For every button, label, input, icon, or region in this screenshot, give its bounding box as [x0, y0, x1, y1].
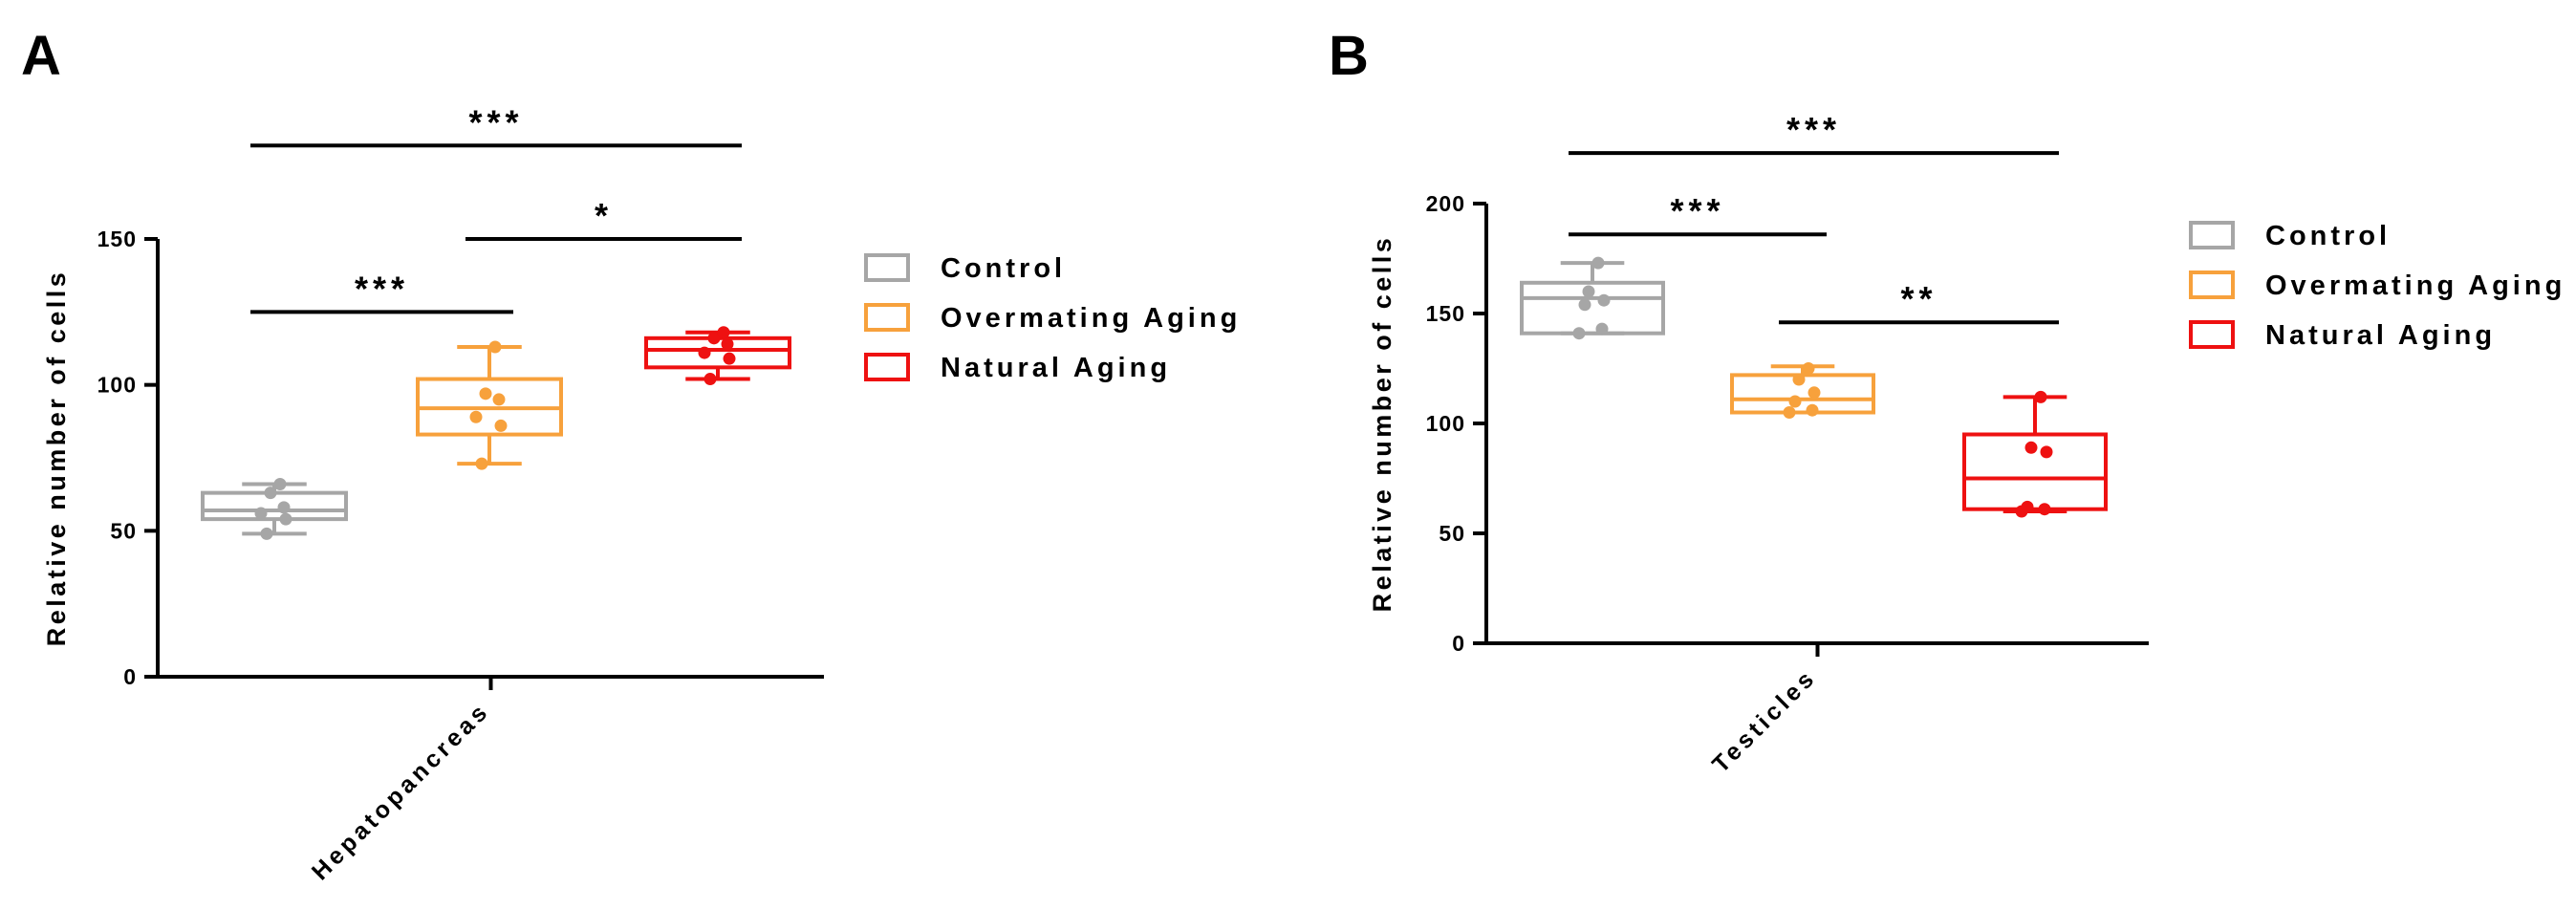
panel-a-legend-swatch [864, 303, 910, 332]
panel-a-overmating-aging-data-point [479, 387, 492, 400]
panel-a-natural-aging-data-point [721, 337, 734, 351]
panel-b-natural-aging-data-point [2038, 503, 2051, 516]
panel-b-y-tick-label: 150 [1426, 301, 1465, 326]
panel-a-control-data-point [254, 507, 268, 520]
panel-b-significance-label: ** [1900, 279, 1937, 318]
panel-a-overmating-aging-data-point [494, 419, 508, 432]
panel-b-natural-aging-data-point [2040, 445, 2053, 459]
panel-b-y-tick-label: 200 [1426, 191, 1465, 216]
panel-a-overmating-aging-data-point [475, 457, 488, 470]
panel-b-natural-aging-box [1962, 432, 2108, 511]
panel-b-legend-swatch [2189, 320, 2235, 349]
panel-b-control-data-point [1591, 256, 1605, 270]
panel-a-legend-label: Overmating Aging [941, 303, 1241, 334]
panel-b-control-box [1520, 280, 1665, 335]
panel-a-category-label: Hepatopancreas [307, 697, 495, 885]
panel-a-control-data-point [279, 512, 292, 526]
panel-a-overmating-aging-data-point [488, 340, 502, 354]
panel-b-overmating-aging-data-point [1792, 373, 1806, 386]
panel-a-overmating-aging-data-point [469, 410, 483, 423]
panel-b-legend-swatch [2189, 221, 2235, 249]
panel-a-legend-swatch [864, 253, 910, 282]
panel-b-legend-label: Control [2265, 221, 2391, 251]
panel-b-overmating-aging-data-point [1783, 406, 1796, 419]
panel-a-natural-aging-data-point [717, 326, 730, 339]
panel-b-natural-aging-data-point [2024, 441, 2038, 454]
panel-b-overmating-aging-data-point [1788, 395, 1802, 408]
panel-b-natural-aging-data-point [2034, 390, 2047, 403]
panel-b-y-tick-label: 0 [1452, 631, 1465, 656]
panel-b-legend-label: Overmating Aging [2265, 271, 2565, 301]
panel-a-letter: A [21, 25, 61, 87]
panel-a-significance-label: *** [468, 102, 523, 141]
panel-a-natural-aging-data-point [707, 332, 721, 345]
panel-b-y-tick-label: 50 [1439, 521, 1465, 546]
panel-a-legend-label: Control [941, 253, 1066, 284]
panel-a-natural-aging-data-point [698, 346, 711, 359]
panel-a-control-data-point [273, 477, 287, 490]
panel-b-control-data-point [1597, 293, 1611, 307]
panel-b-natural-aging-data-point [2021, 500, 2034, 513]
panel-b-control-data-point [1595, 322, 1609, 335]
panel-a-control-data-point [264, 487, 277, 500]
panel-a-significance-label: *** [355, 269, 409, 308]
panel-a-y-axis-label: Relative number of cells [42, 270, 71, 647]
panel-a-y-tick-label: 50 [110, 518, 137, 543]
panel-b-y-axis-label: Relative number of cells [1368, 235, 1396, 613]
panel-b-control-data-point [1582, 285, 1595, 298]
panel-a-overmating-aging-data-point [492, 393, 506, 406]
panel-a-legend-swatch [864, 353, 910, 381]
panel-a-y-tick-label: 150 [97, 227, 137, 251]
panel-b-letter: B [1329, 25, 1369, 87]
panel-b-control-data-point [1572, 327, 1586, 340]
panel-b-y-tick-label: 100 [1426, 411, 1465, 436]
panel-b-significance-label: *** [1786, 110, 1841, 149]
panel-b-legend-label: Natural Aging [2265, 320, 2496, 351]
panel-a-control-data-point [260, 527, 273, 540]
panel-a-natural-aging-data-point [723, 352, 736, 365]
panel-b-overmating-aging-data-point [1808, 386, 1821, 400]
panel-b-category-label: Testicles [1707, 663, 1822, 778]
panel-b-significance-label: *** [1670, 191, 1724, 230]
panel-b-overmating-aging-data-point [1806, 403, 1819, 417]
panel-a-legend-label: Natural Aging [941, 353, 1171, 383]
panel-b-legend-swatch [2189, 271, 2235, 299]
panel-a-y-tick-label: 100 [97, 373, 137, 398]
panel-a-significance-label: * [595, 196, 613, 235]
panel-a-control-data-point [277, 501, 291, 514]
panel-b-overmating-aging-data-point [1802, 362, 1815, 375]
panel-a-y-tick-label: 0 [123, 664, 137, 689]
panel-a-natural-aging-data-point [704, 373, 717, 386]
panel-b-control-data-point [1578, 298, 1591, 312]
